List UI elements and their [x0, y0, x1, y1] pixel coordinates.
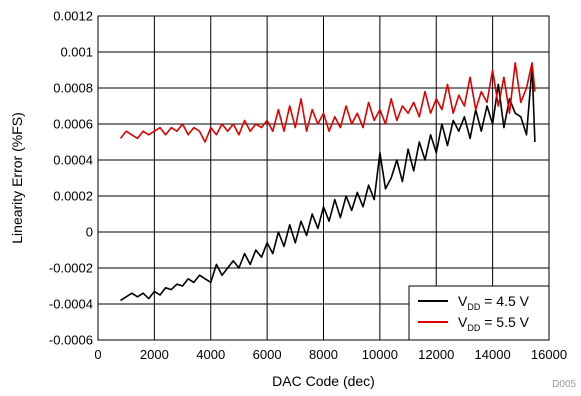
legend-label-5-5v-suffix: = 5.5 V	[480, 314, 529, 330]
y-tick-label: -0.0004	[49, 297, 93, 312]
legend-label-4-5v-sub: DD	[467, 302, 480, 312]
grid	[97, 15, 550, 341]
y-tick-label: 0.0006	[53, 117, 93, 132]
y-tick-label: -0.0006	[49, 333, 93, 348]
series-layer	[119, 61, 536, 302]
y-tick-label: 0.0012	[53, 9, 93, 24]
y-tick-label: 0.0002	[53, 189, 93, 204]
x-tick-label: 10000	[362, 347, 398, 362]
y-tick-label: 0.0004	[53, 153, 93, 168]
y-tick-label: 0.0008	[53, 81, 93, 96]
y-tick-label: -0.0002	[49, 261, 93, 276]
x-tick-label: 14000	[475, 347, 511, 362]
legend-label-4-5v-suffix: = 4.5 V	[480, 293, 529, 309]
legend-label-5-5v-prefix: V	[458, 314, 468, 330]
series-line-5-5v	[119, 61, 536, 143]
legend-box	[408, 285, 550, 341]
x-tick-label: 4000	[196, 347, 225, 362]
x-tick-labels: 0 2000 4000 6000 8000 10000 12000 14000 16000	[94, 347, 567, 362]
x-tick-label: 0	[94, 347, 101, 362]
legend-label-5-5v-sub: DD	[467, 323, 480, 333]
plot-frame	[97, 15, 550, 341]
y-tick-labels: -0.0006 -0.0004 -0.0002 0 0.0002 0.0004 0.0006…	[49, 9, 93, 348]
x-tick-label: 2000	[140, 347, 169, 362]
x-tick-label: 12000	[418, 347, 454, 362]
x-tick-label: 8000	[309, 347, 338, 362]
legend-label-4-5v: VDD = 4.5 V	[458, 293, 530, 312]
y-tick-label: 0.001	[60, 45, 93, 60]
legend-label-5-5v: VDD = 5.5 V	[458, 314, 530, 333]
x-tick-label: 6000	[253, 347, 282, 362]
y-axis-title: Linearity Error (%FS)	[9, 112, 25, 243]
footer-code: D005	[552, 379, 576, 390]
legend: VDD = 4.5 V VDD = 5.5 V	[408, 285, 550, 341]
series-line-4-5v	[120, 65, 536, 302]
legend-label-4-5v-prefix: V	[458, 293, 468, 309]
y-tick-label: 0	[86, 225, 93, 240]
x-axis-title: DAC Code (dec)	[272, 373, 375, 389]
x-tick-label: 16000	[531, 347, 567, 362]
